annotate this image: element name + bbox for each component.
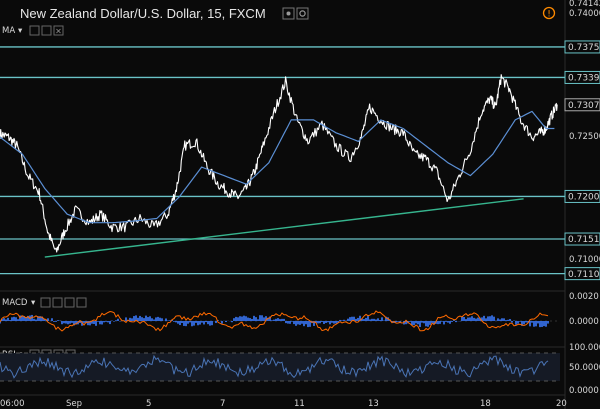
- rsi-tick: 100.0000: [569, 343, 600, 353]
- close-glyph: ×: [55, 27, 62, 36]
- rsi-pane[interactable]: RSI ▾: [0, 349, 560, 382]
- time-tick: 7: [220, 399, 225, 409]
- main-price-pane[interactable]: MA ▾ ×: [0, 25, 565, 275]
- symbol-title: New Zealand Dollar/U.S. Dollar, 15, FXCM: [20, 6, 266, 21]
- eye-icon[interactable]: [282, 7, 295, 20]
- time-tick: 11: [294, 399, 305, 409]
- horizontal-levels[interactable]: [0, 46, 565, 275]
- warning-symbol: !: [547, 10, 551, 20]
- rsi-tick: 0.0000: [569, 386, 599, 396]
- eye-icon[interactable]: [40, 297, 51, 308]
- current-price-label: 0.73077: [568, 101, 600, 111]
- chevron-down-icon[interactable]: ▾: [18, 26, 23, 36]
- level-label-box: [564, 40, 600, 54]
- ma-indicator-label[interactable]: MA ▾ ×: [2, 25, 64, 36]
- level-label-box: [564, 70, 600, 84]
- current-price-box: [564, 98, 600, 112]
- warning-icon[interactable]: !: [542, 6, 556, 20]
- macd-series: [0, 310, 549, 332]
- macd-tick: 0.0020: [569, 292, 599, 302]
- rsi-tick: 50.0000: [569, 363, 600, 373]
- gear-icon[interactable]: [41, 25, 52, 36]
- level-label-box: [564, 232, 600, 246]
- level-label-box: [564, 189, 600, 203]
- chevron-down-icon[interactable]: ▾: [31, 298, 36, 308]
- macd-pane[interactable]: MACD ▾: [0, 297, 560, 332]
- level-label: 0.72007: [568, 193, 600, 203]
- time-tick: 20: [556, 399, 567, 409]
- level-label-box: [564, 267, 600, 281]
- time-tick: 06:00: [0, 399, 25, 409]
- level-label: 0.73752: [568, 43, 600, 53]
- chart-header: New Zealand Dollar/U.S. Dollar, 15, FXCM…: [20, 6, 556, 21]
- macd-line: [0, 310, 549, 332]
- rsi-line: [0, 354, 549, 379]
- ma-label: MA: [2, 26, 15, 36]
- trendline[interactable]: [44, 198, 524, 258]
- time-tick: 5: [146, 399, 151, 409]
- price-tick: 0.74142: [569, 0, 600, 9]
- time-tick: 13: [368, 399, 379, 409]
- eye-icon[interactable]: [29, 25, 40, 36]
- time-axis[interactable]: 06:00 Sep 5 7 11 13 18 20: [0, 394, 567, 409]
- gear-icon[interactable]: [52, 297, 63, 308]
- close-icon[interactable]: [53, 25, 64, 36]
- trendline-layer[interactable]: [44, 198, 524, 258]
- time-tick: 18: [480, 399, 491, 409]
- macd-label: MACD: [2, 298, 28, 308]
- macd-tick: 0.0000: [569, 317, 599, 327]
- level-label: 0.71106: [568, 270, 600, 280]
- rsi-series: [0, 354, 549, 379]
- ma-series-line: [0, 110, 555, 224]
- price-series-line: [0, 74, 558, 253]
- close-icon[interactable]: [64, 297, 75, 308]
- series-layer: [0, 74, 558, 253]
- more-icon[interactable]: [76, 297, 87, 308]
- gear-icon[interactable]: [296, 7, 309, 20]
- level-label: 0.73396: [568, 74, 600, 84]
- time-tick: Sep: [66, 399, 82, 409]
- rsi-band: [0, 353, 560, 381]
